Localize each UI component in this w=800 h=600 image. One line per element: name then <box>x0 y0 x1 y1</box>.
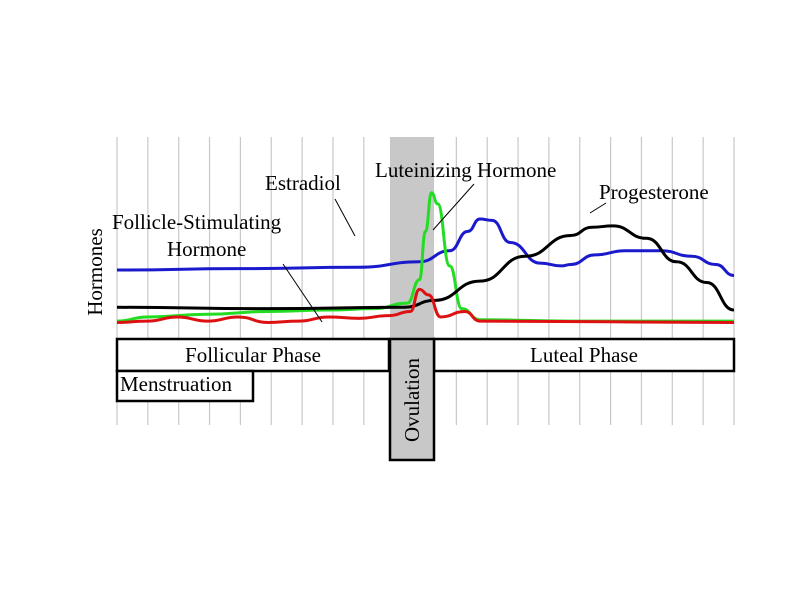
fsh-leader <box>282 263 323 323</box>
luteal-phase-box <box>432 337 736 373</box>
series-layer <box>116 191 735 324</box>
progesterone-line <box>116 224 735 312</box>
fsh-line <box>116 287 735 324</box>
lh-label: Luteinizing Hormone <box>375 158 556 182</box>
follicular-phase-label: Follicular Phase <box>185 343 321 367</box>
ovulation-box <box>388 337 436 462</box>
ovulation-label: Ovulation <box>400 358 424 442</box>
y-axis-label: Hormones <box>83 228 107 316</box>
menstruation-label: Menstruation <box>120 372 232 396</box>
lh-leader <box>432 183 475 231</box>
fsh-label-line2: Hormone <box>167 237 246 261</box>
menstruation-box <box>115 369 255 403</box>
follicular-phase-box <box>115 337 391 373</box>
estradiol-label: Estradiol <box>265 171 341 195</box>
estradiol-leader <box>334 198 356 237</box>
progesterone-leader <box>589 202 607 214</box>
luteal-phase-label: Luteal Phase <box>530 343 638 367</box>
progesterone-label: Progesterone <box>599 180 709 204</box>
fsh-label-line1: Follicle-Stimulating <box>112 210 282 234</box>
